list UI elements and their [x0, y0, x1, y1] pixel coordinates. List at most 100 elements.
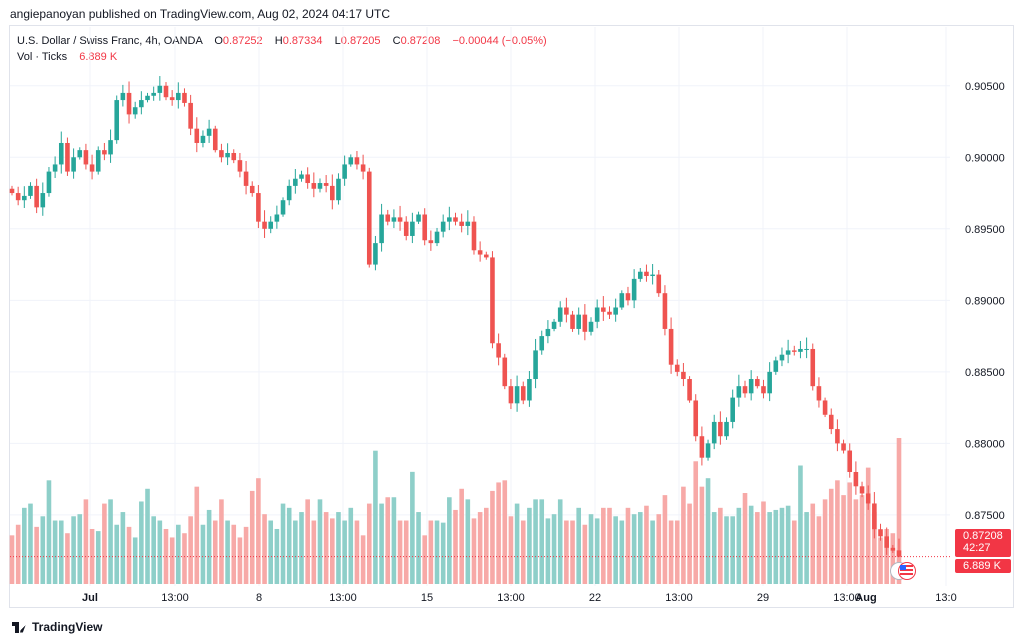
volume-bar — [878, 537, 883, 584]
volume-bar — [237, 537, 243, 584]
candle-body — [687, 379, 692, 401]
volume-bar — [108, 499, 113, 584]
volume-bar — [637, 512, 643, 584]
grid-lines — [10, 27, 950, 586]
last-price-text: 0.87208 — [963, 530, 1003, 542]
candle-body — [545, 328, 551, 337]
volume-bar — [594, 518, 600, 584]
volume-bar — [157, 520, 163, 584]
volume-bar — [145, 488, 150, 584]
volume-bar — [742, 493, 748, 584]
candle-body — [773, 360, 779, 372]
volume-bar — [200, 524, 206, 584]
symbol-title[interactable]: U.S. Dollar / Swiss Franc, 4h, OANDA — [17, 35, 203, 47]
volume-bar — [644, 505, 649, 584]
volume-bar — [545, 518, 551, 584]
volume-bar — [256, 478, 261, 584]
candle-body — [483, 254, 489, 258]
candle-body — [810, 348, 816, 387]
price-tick-label: 0.90500 — [965, 81, 1005, 93]
candle-body — [256, 193, 261, 222]
volume-bar — [681, 486, 686, 584]
us-flag-icon[interactable] — [889, 561, 917, 581]
candle-body — [366, 171, 372, 265]
candle-body — [465, 221, 471, 226]
candle-body — [237, 160, 243, 172]
volume-bar — [58, 520, 64, 584]
volume-bar — [434, 520, 440, 584]
candle-body — [15, 193, 21, 201]
candle-body — [872, 503, 877, 530]
candle-body — [360, 164, 366, 172]
volume-bar — [520, 520, 526, 584]
candle-body — [822, 400, 828, 415]
candle-body — [681, 371, 686, 380]
volume-bar — [730, 516, 735, 584]
volume-bar — [71, 516, 76, 584]
volume-badge: 6.889 K — [955, 559, 1011, 573]
candle-body — [120, 92, 126, 101]
volume-bar — [502, 480, 508, 584]
volume-bar — [890, 533, 896, 584]
candle-body — [280, 200, 286, 215]
volume-bar — [323, 512, 329, 584]
volume-bar — [718, 507, 723, 584]
candle-body — [471, 221, 477, 251]
candle-body — [145, 95, 150, 101]
volume-label[interactable]: Vol · Ticks — [17, 51, 68, 63]
candle-body — [268, 221, 274, 229]
volume-bar — [212, 520, 218, 584]
price-tick-label: 0.90000 — [965, 152, 1005, 164]
volume-bar — [225, 520, 230, 584]
high-value: 0.87334 — [282, 35, 323, 47]
candle-body — [139, 100, 144, 108]
candle-body — [662, 293, 668, 329]
volume-bar — [280, 503, 286, 584]
time-tick-label: 13:00 — [161, 592, 189, 604]
candle-body — [65, 142, 70, 172]
volume-bar — [311, 520, 317, 584]
close-label: C — [392, 35, 401, 47]
volume-bar — [293, 520, 298, 584]
volume-bar — [342, 520, 347, 584]
volume-bar — [570, 520, 575, 584]
candle-body — [761, 386, 766, 394]
volume-bar — [176, 524, 181, 584]
chart-frame[interactable] — [9, 25, 1014, 608]
volume-bar — [791, 520, 797, 584]
candle-body — [668, 328, 674, 365]
volume-bar — [428, 520, 434, 584]
volume-bar — [354, 520, 360, 584]
candle-body — [243, 171, 249, 186]
candle-body — [798, 348, 803, 352]
candle-body — [342, 164, 347, 179]
tradingview-brand: TradingView — [32, 620, 103, 634]
candle-body — [52, 164, 58, 172]
candle-body — [785, 350, 791, 355]
volume-bar — [514, 503, 520, 584]
volume-bar — [83, 499, 89, 584]
volume-bar — [397, 520, 403, 584]
candle-body — [373, 243, 378, 265]
candle-body — [502, 357, 508, 387]
volume-bar — [724, 516, 729, 584]
candle-body — [477, 250, 483, 255]
candle-body — [206, 128, 212, 136]
open-label: O — [214, 35, 223, 47]
candle-body — [650, 274, 655, 277]
candle-body — [231, 152, 237, 161]
candle-body — [564, 307, 569, 315]
candle-body — [71, 157, 76, 172]
volume-bar — [34, 526, 39, 584]
candle-body — [496, 343, 501, 358]
tradingview-footer[interactable]: TradingView — [12, 620, 102, 634]
volume-bar — [841, 495, 846, 584]
candle-body — [607, 311, 612, 315]
time-tick-label: Aug — [855, 592, 876, 604]
candle-body — [212, 128, 218, 151]
volume-bar — [662, 495, 668, 584]
candle-body — [718, 421, 723, 437]
volume-bar — [607, 507, 612, 584]
